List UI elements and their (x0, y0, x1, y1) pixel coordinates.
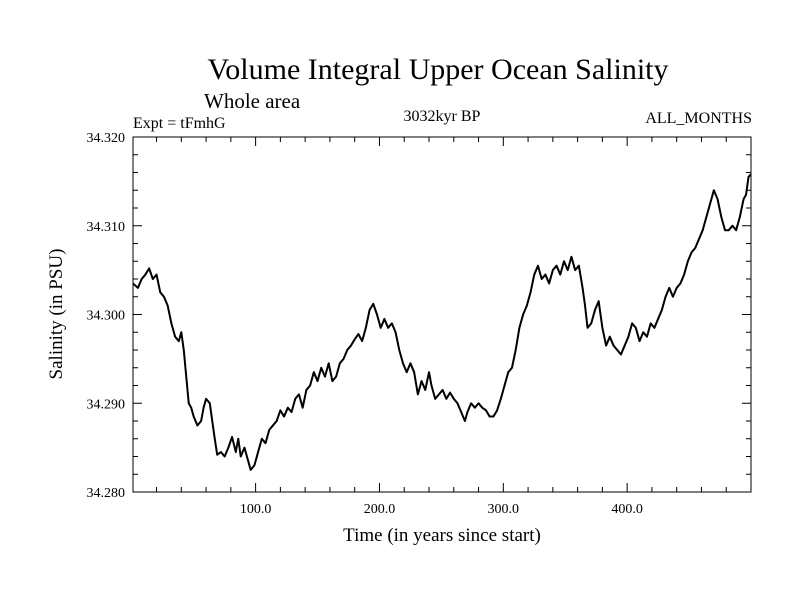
y-tick-label: 34.310 (87, 220, 126, 235)
plot-frame (132, 136, 752, 493)
y-axis: 34.280 34.290 34.300 34.310 34.320 (87, 131, 751, 501)
y-tick-label: 34.290 (87, 397, 126, 412)
period-label: 3032kyr BP (404, 108, 481, 125)
experiment-label: Expt = tFmhG (133, 115, 226, 132)
y-tick-label: 34.300 (87, 309, 126, 324)
x-tick-label: 300.0 (488, 502, 520, 517)
months-label: ALL_MONTHS (645, 110, 752, 127)
x-tick-label: 100.0 (240, 502, 272, 517)
y-tick-label: 34.280 (87, 486, 126, 501)
x-axis: 100.0 200.0 300.0 400.0 (156, 137, 752, 517)
x-tick-label: 400.0 (611, 502, 643, 517)
x-tick-label: 200.0 (364, 502, 396, 517)
chart-title: Volume Integral Upper Ocean Salinity (208, 53, 669, 86)
y-axis-label: Salinity (in PSU) (46, 249, 67, 380)
salinity-series-line (132, 173, 752, 471)
chart-subtitle: Whole area (204, 89, 301, 113)
x-axis-label: Time (in years since start) (343, 525, 541, 546)
y-tick-label: 34.320 (87, 131, 126, 146)
